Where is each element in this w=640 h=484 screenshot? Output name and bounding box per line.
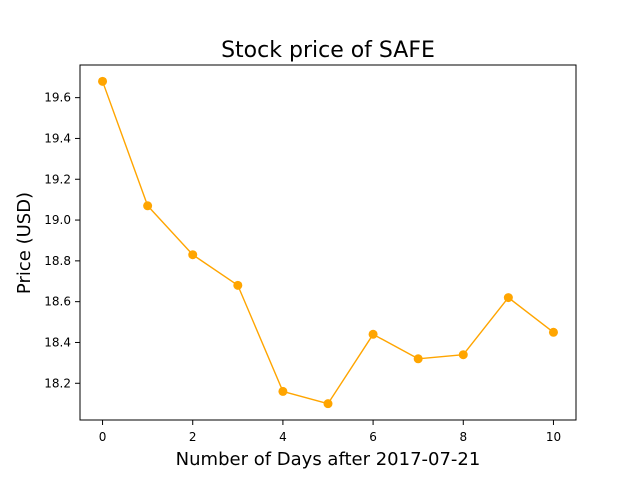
y-tick-label: 18.2: [44, 376, 71, 390]
y-axis-label: Price (USD): [14, 192, 35, 294]
y-tick-label: 19.2: [44, 172, 71, 186]
x-axis-label: Number of Days after 2017-07-21: [176, 449, 481, 470]
y-tick-label: 19.4: [44, 131, 71, 145]
x-tick-label: 6: [369, 430, 377, 444]
y-tick-label: 18.4: [44, 335, 71, 349]
y-tick-label: 18.6: [44, 295, 71, 309]
data-point: [548, 327, 558, 337]
axes-frame: [79, 64, 577, 421]
x-tick-label: 2: [189, 430, 197, 444]
data-point: [413, 354, 423, 364]
x-tick-label: 8: [459, 430, 467, 444]
plot-area: 0 2 4 6 8 10 18.2 18.4 18.6 18.8 19.0 19.2 19.4 19.6: [44, 64, 577, 444]
data-point: [98, 76, 108, 86]
data-point: [278, 386, 288, 396]
chart-title: Stock price of SAFE: [221, 38, 435, 63]
x-tick-label: 10: [546, 430, 561, 444]
data-point: [458, 350, 468, 360]
data-point: [323, 399, 333, 409]
x-tick-label: 4: [279, 430, 287, 444]
data-point: [188, 250, 198, 260]
x-tick-label: 0: [99, 430, 107, 444]
y-tick-label: 19.6: [44, 91, 71, 105]
data-point: [143, 201, 153, 211]
y-tick-label: 18.8: [44, 254, 71, 268]
data-point: [233, 280, 243, 290]
y-tick-label: 19.0: [44, 213, 71, 227]
data-point: [368, 329, 378, 339]
data-point: [503, 293, 513, 303]
